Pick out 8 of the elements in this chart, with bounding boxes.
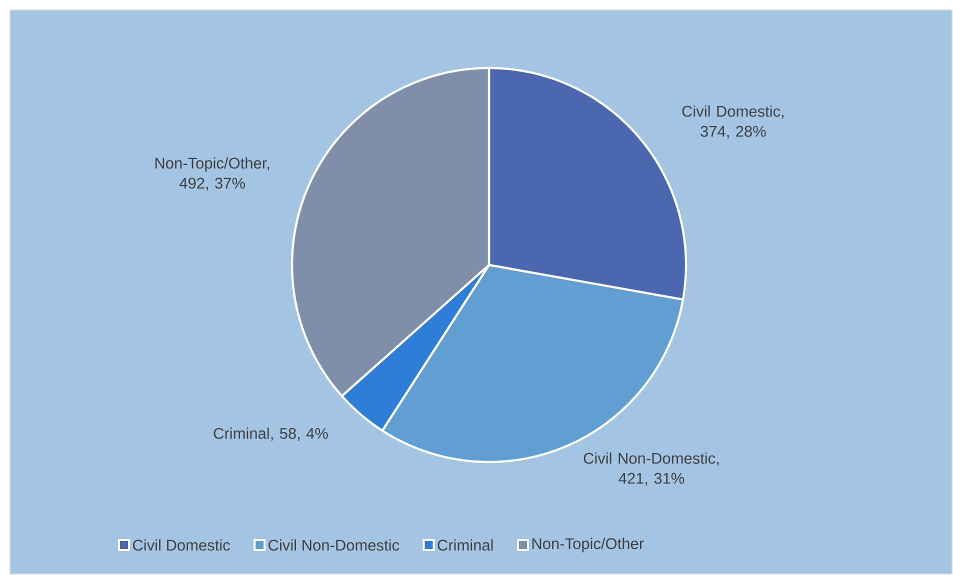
legend-label: Civil Non-Domestic	[268, 539, 400, 551]
legend-label: Civil Domestic	[132, 539, 230, 551]
data-label: Criminal, 58, 4%	[214, 428, 328, 441]
data-label: Civil Non-Domestic, 421, 31%	[584, 452, 719, 486]
data-label: Non-Topic/Other, 492, 37%	[155, 157, 270, 190]
legend-label: Non-Topic/Other	[532, 538, 644, 552]
data-label: Civil Domestic, 374, 28%	[682, 105, 784, 139]
legend-label: Criminal	[438, 539, 493, 551]
